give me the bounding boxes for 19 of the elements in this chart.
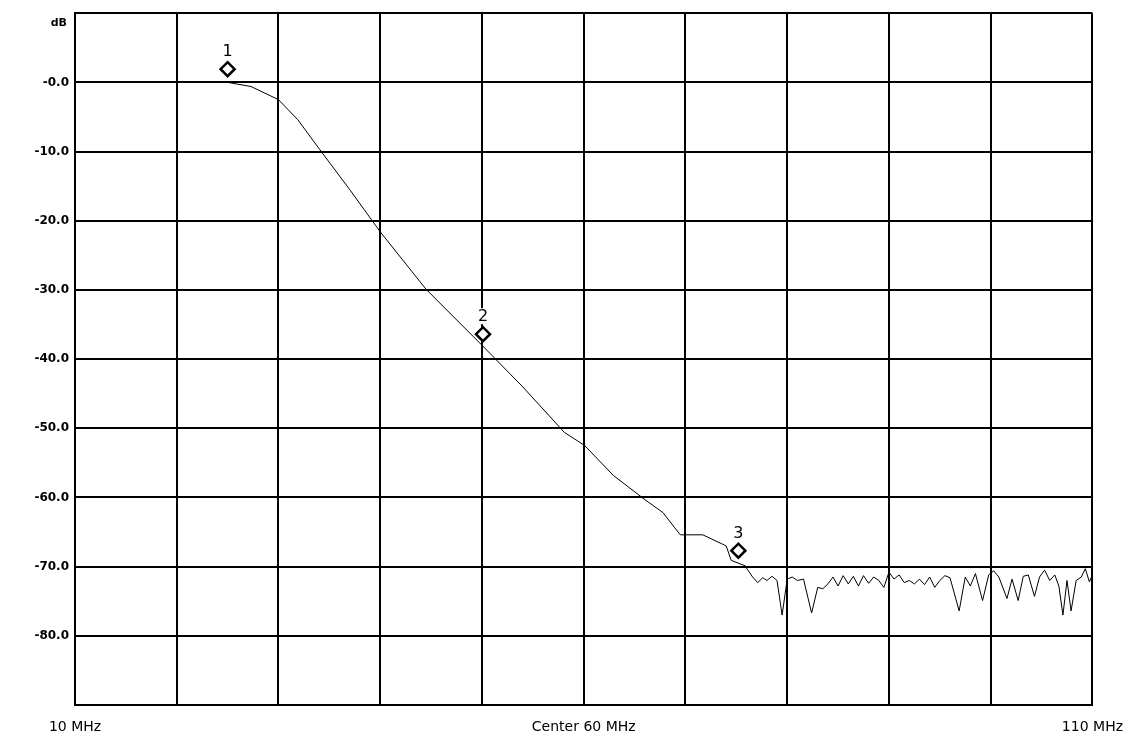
point [219, 60, 236, 78]
y-tick-label: -70.0 [34, 558, 69, 573]
y-tick-label: -20.0 [34, 212, 69, 227]
x-tick-label: 10 MHz [48, 718, 102, 735]
y-tick-label: -10.0 [34, 143, 69, 158]
y-axis-title: dB [50, 16, 67, 30]
x-tick-label: Center 60 MHz [531, 718, 636, 735]
y-tick-label: -30.0 [34, 282, 69, 297]
x-tick-label: 110 MHz [1061, 718, 1124, 735]
point [730, 542, 747, 559]
annotation: 1 [222, 41, 233, 61]
y-tick-label: -60.0 [34, 489, 69, 504]
y-tick-label: -80.0 [34, 627, 69, 642]
point [474, 325, 492, 343]
y-tick-label: -50.0 [34, 420, 69, 435]
y-tick-label: -0.0 [42, 74, 69, 89]
annotation: 2 [477, 306, 489, 326]
y-tick-label: -40.0 [34, 351, 69, 366]
annotation: 3 [733, 522, 744, 542]
